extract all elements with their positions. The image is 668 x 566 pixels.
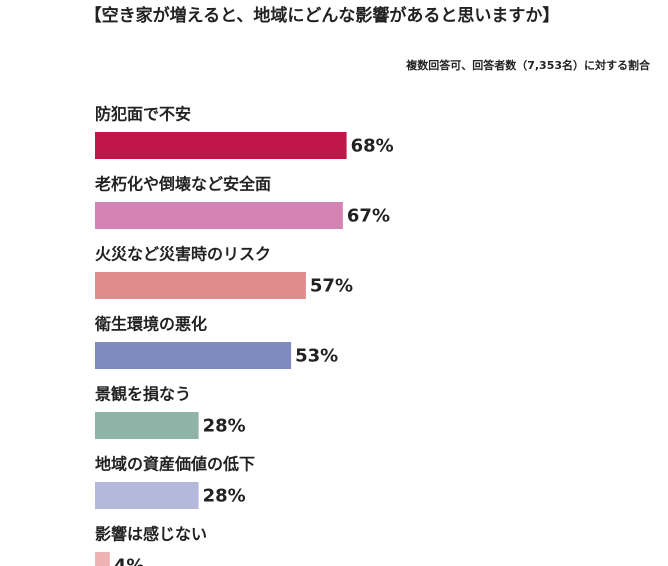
category-label: 防犯面で不安 — [95, 105, 191, 124]
category-label: 地域の資産価値の低下 — [95, 455, 255, 474]
value-label: 4% — [114, 556, 145, 566]
value-label: 68% — [351, 136, 394, 157]
bar — [95, 482, 199, 509]
category-label: 景観を損なう — [95, 385, 191, 404]
category-label: 衛生環境の悪化 — [94, 315, 207, 334]
bar — [95, 342, 292, 369]
bar — [95, 202, 343, 229]
value-label: 57% — [310, 276, 353, 297]
category-label: 老朽化や倒壊など安全面 — [94, 175, 271, 194]
category-label: 火災など災害時のリスク — [95, 245, 271, 264]
value-label: 28% — [203, 416, 246, 437]
category-label: 影響は感じない — [95, 525, 207, 544]
bar — [95, 272, 306, 299]
chart-subtitle: 複数回答可、回答者数（7,353名）に対する割合 — [405, 58, 651, 72]
value-label: 67% — [347, 206, 390, 227]
bar — [95, 552, 110, 566]
bar — [95, 412, 199, 439]
bar — [95, 132, 347, 159]
chart-title: 【空き家が増えると、地域にどんな影響があると思いますか】 — [85, 5, 560, 26]
value-label: 53% — [295, 346, 338, 367]
value-label: 28% — [203, 486, 246, 507]
